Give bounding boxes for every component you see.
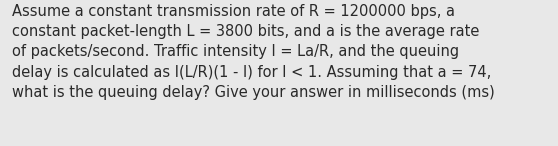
- Text: Assume a constant transmission rate of R = 1200000 bps, a
constant packet-length: Assume a constant transmission rate of R…: [12, 4, 495, 100]
